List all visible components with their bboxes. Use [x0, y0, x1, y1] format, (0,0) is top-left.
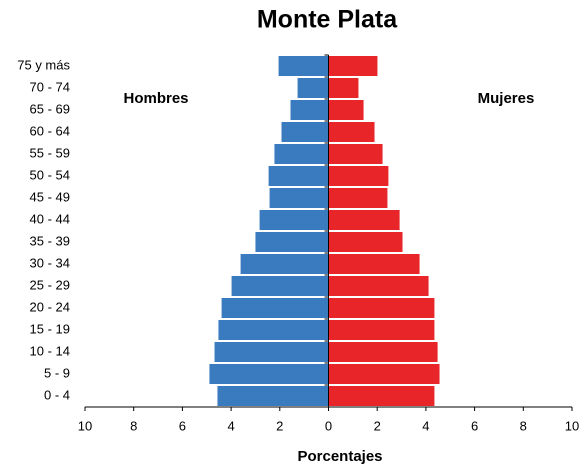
bar — [218, 320, 329, 340]
y-tick-label: 70 - 74 — [30, 79, 70, 94]
bar — [328, 122, 375, 142]
bar — [328, 254, 420, 274]
y-tick-label: 20 - 24 — [30, 299, 70, 314]
bar — [290, 100, 329, 120]
x-tick-label: 6 — [179, 418, 186, 433]
bar — [221, 298, 329, 318]
bar — [328, 188, 388, 208]
bar — [240, 254, 329, 274]
bar — [268, 166, 329, 186]
y-tick-label: 0 - 4 — [44, 387, 70, 402]
x-tick-label: 4 — [227, 418, 234, 433]
series-label: Mujeres — [478, 90, 535, 107]
y-tick-label: 65 - 69 — [30, 101, 70, 116]
bar — [281, 122, 329, 142]
bar — [269, 188, 329, 208]
bar — [328, 276, 429, 296]
y-tick-label: 45 - 49 — [30, 189, 70, 204]
bar — [328, 210, 400, 230]
bar — [214, 342, 329, 362]
x-tick-label: 10 — [565, 418, 579, 433]
y-tick-label: 55 - 59 — [30, 145, 70, 160]
chart-title: Monte Plata — [257, 6, 398, 34]
y-tick-label: 5 - 9 — [44, 365, 70, 380]
bar — [278, 56, 329, 76]
y-tick-label: 40 - 44 — [30, 211, 70, 226]
bar — [274, 144, 329, 164]
y-tick-label: 25 - 29 — [30, 277, 70, 292]
y-tick-label: 15 - 19 — [30, 321, 70, 336]
bar — [328, 56, 378, 76]
bar — [328, 100, 364, 120]
bar — [209, 364, 329, 384]
bar — [259, 210, 329, 230]
x-tick-label: 6 — [471, 418, 478, 433]
bar — [328, 232, 403, 252]
y-tick-label: 75 y más — [17, 57, 70, 72]
x-tick-label: 8 — [130, 418, 137, 433]
bar — [255, 232, 329, 252]
bar — [328, 342, 438, 362]
bar — [328, 78, 359, 98]
bar — [328, 320, 435, 340]
bar — [328, 364, 440, 384]
x-tick-label: 2 — [374, 418, 381, 433]
x-tick-label: 2 — [276, 418, 283, 433]
x-tick-label: 4 — [422, 418, 429, 433]
bar — [328, 298, 435, 318]
bar — [231, 276, 329, 296]
bar — [217, 386, 329, 406]
x-tick-label: 8 — [520, 418, 527, 433]
y-tick-label: 35 - 39 — [30, 233, 70, 248]
y-tick-label: 50 - 54 — [30, 167, 70, 182]
bar — [297, 78, 329, 98]
y-tick-label: 10 - 14 — [30, 343, 70, 358]
x-axis-label: Porcentajes — [297, 448, 382, 465]
x-tick-label: 10 — [78, 418, 92, 433]
bar — [328, 144, 383, 164]
bar — [328, 166, 389, 186]
y-tick-label: 60 - 64 — [30, 123, 70, 138]
series-label: Hombres — [123, 90, 188, 107]
y-tick-label: 30 - 34 — [30, 255, 70, 270]
x-tick-label: 0 — [325, 418, 332, 433]
bar — [328, 386, 435, 406]
